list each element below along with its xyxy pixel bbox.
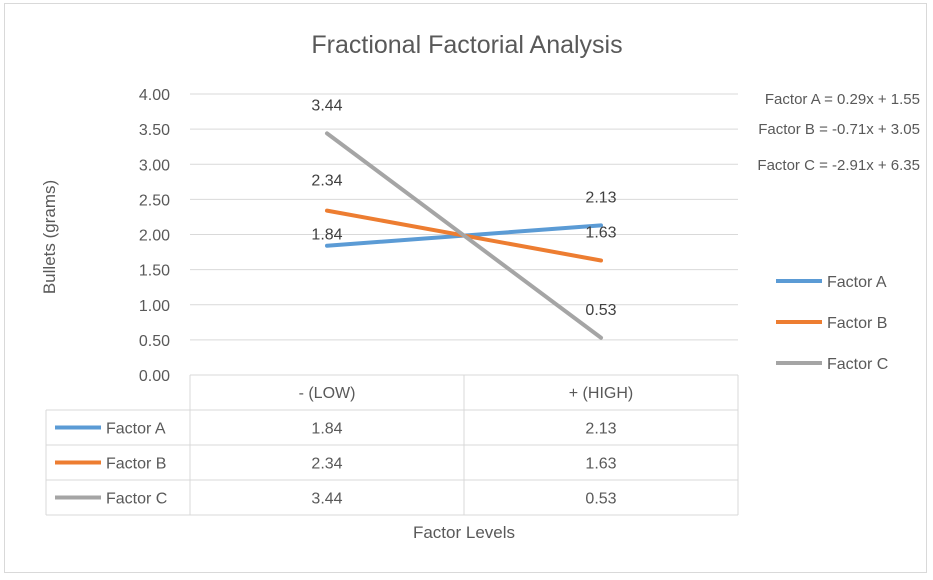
y-tick-label: 2.50	[139, 192, 170, 209]
y-tick-label: 3.00	[139, 157, 170, 174]
data-label: 0.53	[585, 302, 616, 319]
table-series-name: Factor B	[106, 456, 166, 473]
y-tick-label: 1.50	[139, 263, 170, 280]
y-tick-label: 4.00	[139, 87, 170, 104]
table-series-name: Factor C	[106, 491, 167, 508]
x-axis-title: Factor Levels	[413, 523, 515, 542]
trendline-equation: Factor B = -0.71x + 3.05	[758, 121, 920, 138]
y-axis-title: Bullets (grams)	[40, 180, 59, 294]
chart-title: Fractional Factorial Analysis	[311, 31, 622, 59]
trendline-equation: Factor A = 0.29x + 1.55	[765, 91, 920, 108]
table-cell-value: 2.13	[585, 421, 616, 438]
data-label: 1.63	[585, 224, 616, 241]
y-tick-label: 0.00	[139, 368, 170, 385]
y-tick-label: 3.50	[139, 122, 170, 139]
y-tick-label: 1.00	[139, 298, 170, 315]
x-category-label: - (LOW)	[299, 385, 356, 402]
trendline-equation: Factor C = -2.91x + 6.35	[757, 157, 920, 174]
table-cell-value: 1.63	[585, 456, 616, 473]
y-tick-label: 0.50	[139, 333, 170, 350]
legend-label: Factor B	[827, 315, 887, 332]
x-category-label: + (HIGH)	[569, 385, 633, 402]
table-cell-value: 2.34	[311, 456, 342, 473]
y-tick-label: 2.00	[139, 228, 170, 245]
table-cell-value: 0.53	[585, 491, 616, 508]
data-label: 2.34	[311, 173, 342, 190]
legend-label: Factor A	[827, 274, 887, 291]
data-label: 2.13	[585, 189, 616, 206]
series-line	[325, 131, 603, 340]
table-cell-value: 3.44	[311, 491, 342, 508]
table-series-name: Factor A	[106, 421, 166, 438]
data-label: 3.44	[311, 97, 342, 114]
data-label: 1.84	[311, 227, 342, 244]
chart-area	[4, 3, 927, 573]
table-cell-value: 1.84	[311, 421, 342, 438]
legend-label: Factor C	[827, 356, 888, 373]
